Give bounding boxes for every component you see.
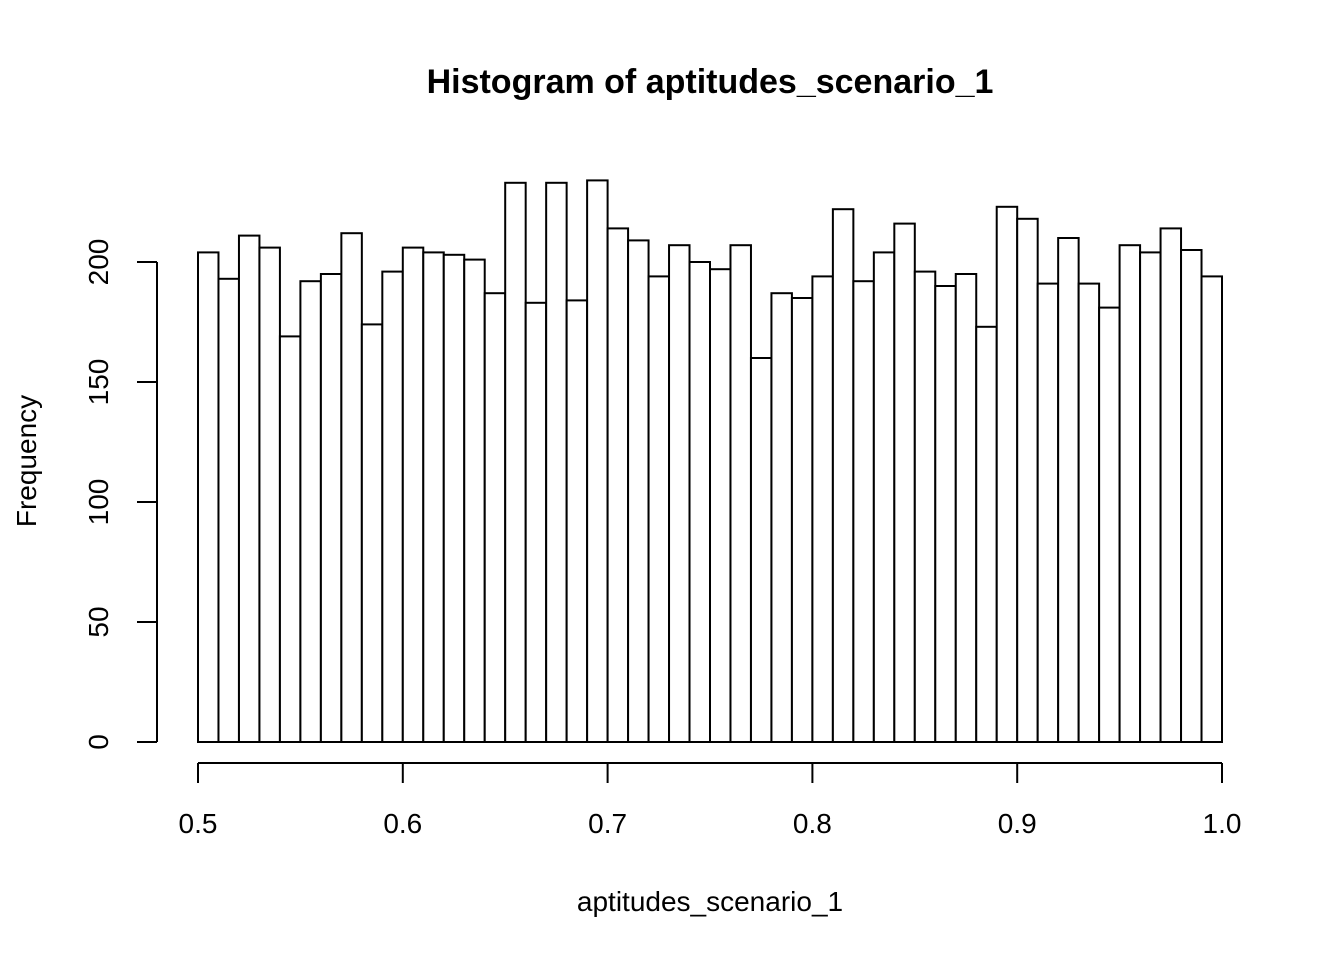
y-tick-label: 200 xyxy=(83,239,114,286)
histogram-bar xyxy=(258,246,281,743)
histogram-bar xyxy=(975,325,998,743)
histogram-bar xyxy=(504,181,527,744)
histogram-bar xyxy=(1057,237,1080,743)
histogram-bar xyxy=(688,261,712,743)
histogram-bar xyxy=(831,208,855,743)
bars-group xyxy=(197,179,1224,744)
x-tick-label: 0.9 xyxy=(998,808,1037,839)
histogram-bar xyxy=(565,299,589,743)
histogram-bar xyxy=(995,205,1019,744)
histogram-bar xyxy=(668,244,691,743)
histogram-bar xyxy=(197,251,220,743)
x-tick-label: 0.6 xyxy=(383,808,422,839)
histogram-bar xyxy=(217,277,240,743)
histogram-bar xyxy=(401,246,425,743)
histogram-bar xyxy=(606,227,630,743)
histogram-bar xyxy=(299,280,322,743)
histogram-bar xyxy=(1180,249,1203,743)
histogram-bar xyxy=(913,270,937,743)
histogram-bar xyxy=(545,181,568,744)
histogram-bar xyxy=(790,297,814,743)
y-tick-label: 0 xyxy=(83,734,114,750)
histogram-bar xyxy=(627,239,650,743)
y-tick-label: 100 xyxy=(83,479,114,526)
y-axis-label: Frequency xyxy=(11,395,42,527)
histogram-bar xyxy=(954,273,978,743)
histogram-bar xyxy=(770,292,793,743)
x-axis: 0.5 0.6 0.7 0.8 0.9 1.0 xyxy=(179,762,1242,839)
chart-title: Histogram of aptitudes_scenario_1 xyxy=(427,63,994,101)
x-tick-label: 1.0 xyxy=(1203,808,1242,839)
x-axis-label: aptitudes_scenario_1 xyxy=(577,886,843,917)
histogram-bar xyxy=(1118,244,1142,743)
x-tick-label: 0.7 xyxy=(588,808,627,839)
histogram-bar xyxy=(360,323,384,743)
x-tick-label: 0.8 xyxy=(793,808,832,839)
histogram-bar xyxy=(1077,282,1101,743)
histogram-bar xyxy=(872,251,896,743)
histogram-bar xyxy=(278,335,302,743)
histogram-bar xyxy=(463,258,486,743)
y-tick-label: 50 xyxy=(83,606,114,637)
histogram-bar xyxy=(1036,282,1060,743)
histogram-bar xyxy=(647,275,671,743)
y-axis: 0 50 100 150 200 xyxy=(83,239,158,750)
histogram-bar xyxy=(237,234,261,743)
histogram-bar xyxy=(483,292,507,743)
histogram-bar xyxy=(1200,275,1224,743)
histogram-bar xyxy=(381,270,404,743)
histogram-bar xyxy=(442,253,466,744)
histogram-bar xyxy=(729,244,752,743)
y-tick-label: 150 xyxy=(83,359,114,406)
histogram-bar xyxy=(749,357,773,743)
histogram-bar xyxy=(319,273,343,743)
histogram-bar xyxy=(422,251,445,743)
histogram-bar xyxy=(340,232,363,743)
histogram-bar xyxy=(1139,251,1162,743)
histogram-bar xyxy=(524,301,548,743)
histogram-bar xyxy=(893,222,916,744)
histogram-bar xyxy=(934,285,957,743)
histogram-bar xyxy=(1016,217,1039,744)
x-tick-label: 0.5 xyxy=(179,808,218,839)
histogram-bar xyxy=(1098,306,1121,743)
histogram-bar xyxy=(852,280,875,743)
histogram-bar xyxy=(1159,227,1183,743)
histogram-bar xyxy=(811,275,834,743)
histogram-bar xyxy=(709,268,732,743)
histogram-bar xyxy=(586,179,609,743)
